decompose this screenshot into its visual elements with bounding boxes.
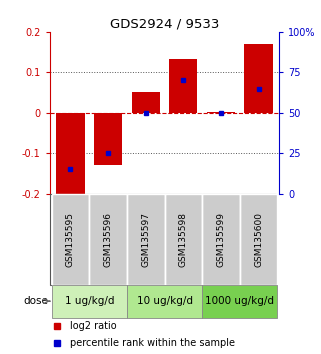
Bar <box>169 59 197 113</box>
Text: dose: dose <box>24 296 48 306</box>
Text: GSM135596: GSM135596 <box>104 212 113 267</box>
Text: GSM135600: GSM135600 <box>254 212 263 267</box>
Bar <box>245 44 273 113</box>
Text: percentile rank within the sample: percentile rank within the sample <box>70 338 235 348</box>
Bar <box>164 194 202 285</box>
Text: 1 ug/kg/d: 1 ug/kg/d <box>65 296 114 306</box>
Bar <box>127 285 202 318</box>
Text: GSM135598: GSM135598 <box>179 212 188 267</box>
Bar <box>52 194 89 285</box>
Bar <box>207 112 235 113</box>
Bar <box>56 113 84 196</box>
Bar <box>52 285 127 318</box>
Text: 10 ug/kg/d: 10 ug/kg/d <box>136 296 193 306</box>
Text: 1000 ug/kg/d: 1000 ug/kg/d <box>205 296 274 306</box>
Bar <box>89 194 127 285</box>
Title: GDS2924 / 9533: GDS2924 / 9533 <box>110 18 219 31</box>
Text: GSM135595: GSM135595 <box>66 212 75 267</box>
Bar <box>202 285 277 318</box>
Bar <box>240 194 277 285</box>
Bar <box>94 113 122 165</box>
Text: log2 ratio: log2 ratio <box>70 321 117 331</box>
Text: GSM135597: GSM135597 <box>141 212 150 267</box>
Bar <box>202 194 240 285</box>
Text: GSM135599: GSM135599 <box>216 212 225 267</box>
Bar <box>127 194 164 285</box>
Bar <box>132 92 160 113</box>
